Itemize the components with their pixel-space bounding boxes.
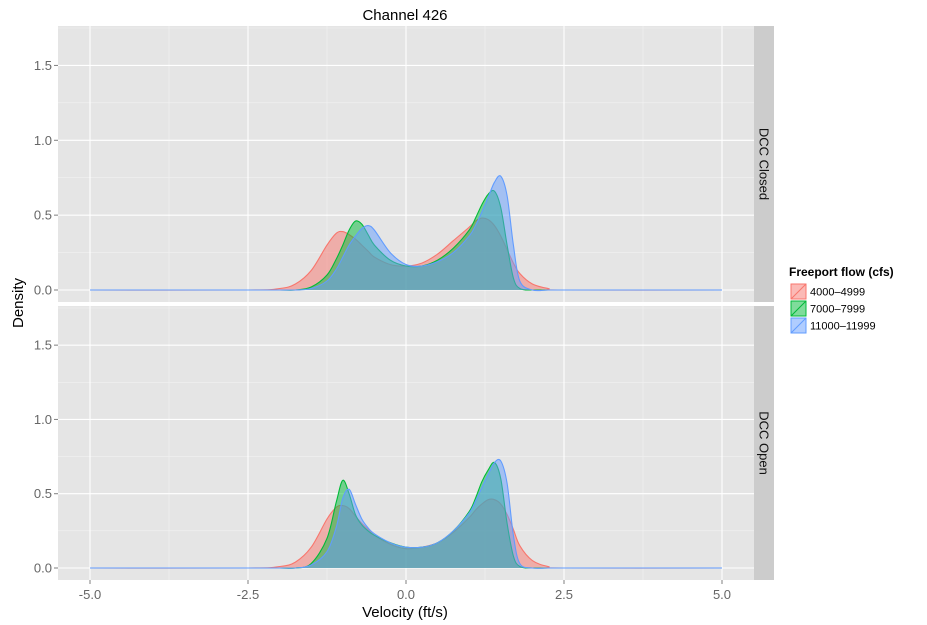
legend: Freeport flow (cfs) 4000–4999 7000–7999 11…	[789, 265, 894, 335]
legend-label: 4000–4999	[810, 287, 865, 299]
y-tick-label: 0.0	[34, 283, 52, 298]
x-axis: -5.0 -2.5 0.0 2.5 5.0	[79, 580, 731, 602]
density-line-2	[90, 175, 722, 292]
y-tick-label: 1.5	[34, 338, 52, 353]
x-tick-label: 2.5	[555, 587, 573, 602]
panel-0: 0.0 0.5 1.0 1.5 DCC Closed	[34, 26, 774, 302]
legend-swatch-slash	[790, 300, 807, 317]
facet-strip-label: DCC Closed	[757, 128, 772, 200]
density-line-2	[90, 458, 722, 569]
legend-title: Freeport flow (cfs)	[789, 265, 894, 279]
legend-label: 11000–11999	[810, 321, 876, 333]
legend-label: 7000–7999	[810, 304, 865, 316]
y-tick-label: 1.0	[34, 412, 52, 427]
density-area-2	[90, 175, 722, 291]
facet-strip-label: DCC Open	[757, 411, 772, 475]
panels: 0.0 0.5 1.0 1.5 DCC Closed 0.0 0.5 1.0 1.5 DCC Op…	[34, 26, 774, 580]
x-tick-label: -2.5	[237, 587, 259, 602]
panel-1: 0.0 0.5 1.0 1.5 DCC Open	[34, 306, 774, 580]
y-tick-label: 1.0	[34, 133, 52, 148]
legend-key-1	[789, 299, 808, 318]
legend-swatch-slash	[790, 317, 807, 334]
facet-strip	[754, 26, 774, 302]
x-tick-label: 0.0	[397, 587, 415, 602]
x-tick-label: -5.0	[79, 587, 101, 602]
legend-key-0	[789, 282, 808, 301]
x-tick-label: 5.0	[713, 587, 731, 602]
legend-key-2	[789, 316, 808, 335]
x-axis-title: Velocity (ft/s)	[362, 604, 448, 621]
y-axis-title: Density	[10, 277, 27, 328]
y-tick-label: 1.5	[34, 58, 52, 73]
y-tick-label: 0.5	[34, 486, 52, 501]
y-tick-label: 0.0	[34, 561, 52, 576]
chart-title: Channel 426	[362, 7, 447, 24]
legend-swatch-slash	[790, 283, 807, 300]
facet-strip	[754, 306, 774, 580]
y-tick-label: 0.5	[34, 208, 52, 223]
